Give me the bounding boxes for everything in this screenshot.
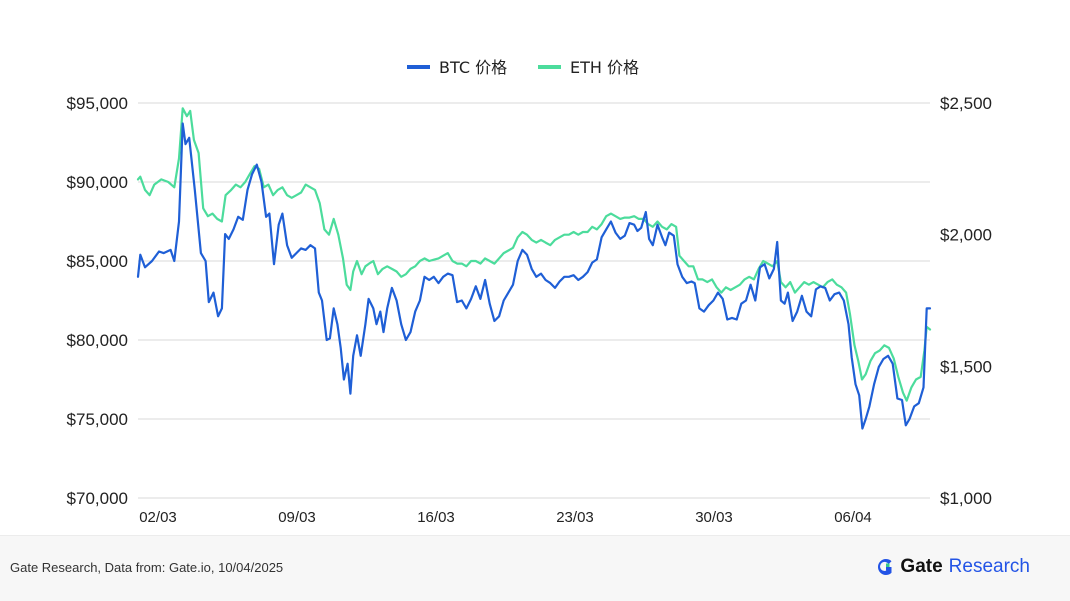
y-left-tick-label: $70,000 <box>67 489 128 508</box>
x-tick-label: 30/03 <box>695 509 733 526</box>
gate-logo-icon <box>878 559 892 575</box>
y-left-tick-label: $90,000 <box>67 173 128 192</box>
legend-label-eth: ETH 价格 <box>570 58 639 77</box>
x-axis: 02/03 09/03 16/03 23/03 30/03 06/04 <box>139 509 872 526</box>
x-tick-label: 02/03 <box>139 509 177 526</box>
gridlines <box>138 102 930 499</box>
x-tick-label: 16/03 <box>417 509 455 526</box>
y-axis-right: $1,000 $1,500 $2,000 $2,500 <box>940 94 992 508</box>
eth-price-line <box>136 107 932 402</box>
series-lines <box>136 107 932 430</box>
y-right-tick-label: $1,500 <box>940 357 992 376</box>
brand-logo: Gate Research <box>876 556 1030 578</box>
legend-label-btc: BTC 价格 <box>439 58 507 77</box>
legend: BTC 价格 ETH 价格 <box>407 58 639 77</box>
y-right-tick-label: $2,500 <box>940 94 992 113</box>
y-left-tick-label: $80,000 <box>67 331 128 350</box>
y-left-tick-label: $75,000 <box>67 410 128 429</box>
y-right-tick-label: $2,000 <box>940 226 992 245</box>
x-tick-label: 23/03 <box>556 509 594 526</box>
x-tick-label: 06/04 <box>834 509 872 526</box>
source-note: Gate Research, Data from: Gate.io, 10/04… <box>10 560 284 575</box>
y-right-tick-label: $1,000 <box>940 489 992 508</box>
y-left-tick-label: $85,000 <box>67 252 128 271</box>
brand-gate-text: Gate <box>900 556 943 577</box>
x-tick-label: 09/03 <box>278 509 316 526</box>
brand-research-text: Research <box>948 556 1030 577</box>
btc-price-line <box>136 122 932 430</box>
footer: Gate Research, Data from: Gate.io, 10/04… <box>0 535 1070 601</box>
y-left-tick-label: $95,000 <box>67 94 128 113</box>
price-chart: BTC 价格 ETH 价格 $70,000 $75,000 $80,000 $85,0… <box>67 58 992 526</box>
y-axis-left: $70,000 $75,000 $80,000 $85,000 $90,000 $95,0… <box>67 94 128 508</box>
